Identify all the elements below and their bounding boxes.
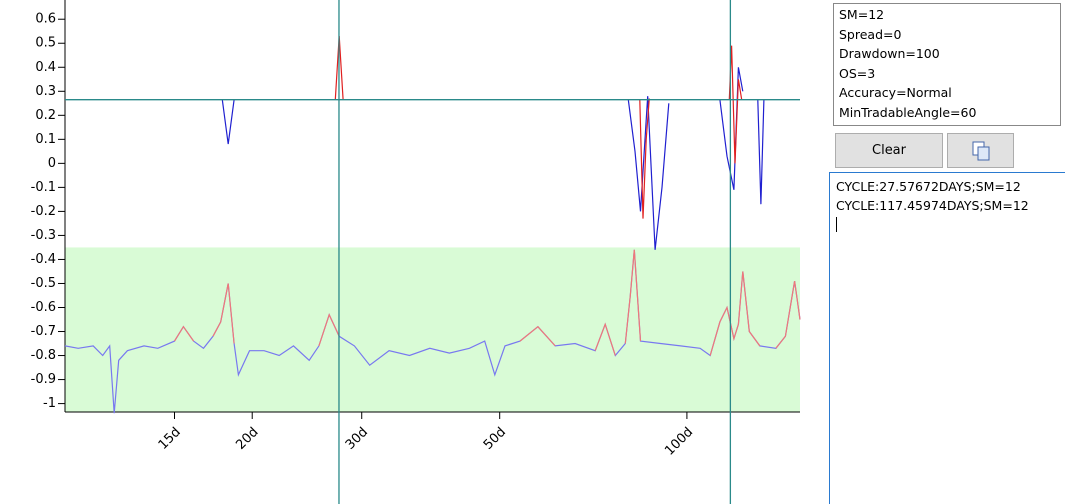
setting-line: OS=3: [839, 65, 876, 81]
setting-line: SM=12: [839, 7, 885, 22]
setting-line: Drawdown=100: [839, 46, 940, 61]
y-tick-label: 0.1: [35, 132, 56, 147]
setting-line: Accuracy=Normal: [839, 85, 952, 100]
copy-button[interactable]: [947, 133, 1014, 168]
y-tick-label: -0.6: [31, 300, 56, 315]
x-tick-label: 30d: [343, 425, 371, 453]
y-tick-label: -1: [43, 396, 56, 411]
series-line: [334, 35, 743, 219]
zone: [65, 247, 800, 412]
series-line: [173, 249, 801, 356]
log-line: CYCLE:27.57672DAYS;SM=12: [836, 179, 1021, 194]
y-tick-label: 0.3: [35, 84, 56, 99]
caret: [836, 217, 837, 232]
y-tick-label: -0.1: [31, 180, 56, 195]
chart: 0.6 0.5 0.4 0.3 0.2 0.1 0 -0.1 -0.2 -0.3 -0.4 -0.5 -…: [31, 0, 801, 504]
setting-line: MinTradableAngle=60: [839, 104, 977, 120]
x-tick-label: 20d: [233, 425, 261, 453]
copy-icon: [972, 141, 989, 160]
y-tick-label: -0.2: [31, 204, 56, 219]
settings-box: SM=12 Spread=0 Drawdown=100 OS=3 Accuracy=No…: [833, 3, 1061, 126]
y-tick-label: -0.5: [31, 276, 56, 291]
x-tick-label: 15d: [156, 425, 184, 453]
y-tick-label: -0.4: [31, 252, 56, 267]
x-tick-label: 50d: [481, 425, 509, 453]
y-tick-label: -0.9: [31, 372, 56, 387]
y-tick-label: 0.5: [35, 36, 56, 51]
series-line: [221, 67, 765, 250]
x-tick-label: 100d: [662, 425, 696, 459]
clear-button[interactable]: Clear: [835, 133, 943, 168]
y-tick-label: 0.2: [35, 108, 56, 123]
y-tick-label: -0.8: [31, 348, 56, 363]
y-tick-label: -0.3: [31, 228, 56, 243]
log-line: CYCLE:117.45974DAYS;SM=12: [836, 198, 1029, 213]
y-tick-label: 0.6: [35, 12, 56, 27]
y-tick-label: -0.7: [31, 324, 56, 339]
log-box[interactable]: CYCLE:27.57672DAYS;SM=12 CYCLE:117.45974D…: [829, 172, 1065, 504]
y-tick-label: 0: [48, 156, 56, 171]
y-tick-label: 0.4: [35, 60, 56, 75]
setting-line: Spread=0: [839, 26, 902, 42]
